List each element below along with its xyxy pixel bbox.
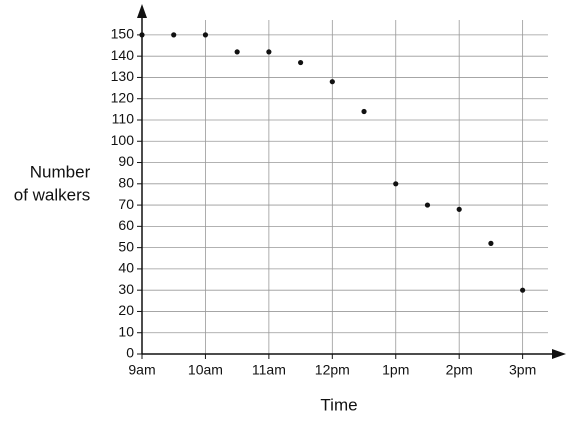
point xyxy=(234,49,240,55)
point xyxy=(520,287,526,293)
y-tick-label: 140 xyxy=(111,47,135,63)
y-tick-label: 70 xyxy=(118,196,134,212)
x-tick-label: 3pm xyxy=(509,362,536,378)
point xyxy=(456,206,462,212)
y-tick-label: 90 xyxy=(118,153,134,169)
x-tick-label: 1pm xyxy=(382,362,409,378)
y-tick-label: 80 xyxy=(118,175,134,191)
point xyxy=(266,49,272,55)
x-tick-label: 2pm xyxy=(446,362,473,378)
point xyxy=(297,59,304,66)
y-tick-label: 150 xyxy=(111,26,135,42)
point xyxy=(361,108,367,115)
x-tick-label: 9am xyxy=(128,362,155,378)
y-tick-label: 10 xyxy=(118,323,134,339)
y-tick-label: 30 xyxy=(118,281,134,297)
y-tick-label: 60 xyxy=(118,217,134,233)
point xyxy=(202,32,209,38)
y-tick-label: 0 xyxy=(126,345,134,361)
point xyxy=(139,32,145,38)
point xyxy=(171,32,177,38)
y-tick-label: 50 xyxy=(118,238,134,254)
x-axis-arrow xyxy=(552,349,566,359)
y-tick-label: 40 xyxy=(118,260,134,276)
point xyxy=(393,181,399,187)
y-tick-label: 130 xyxy=(111,68,135,84)
y-axis-label: of walkers xyxy=(14,185,91,204)
grid xyxy=(141,20,548,355)
y-tick-label: 110 xyxy=(112,111,135,127)
x-tick-label: 12pm xyxy=(315,362,350,378)
point xyxy=(329,79,335,85)
y-tick-label: 20 xyxy=(118,302,134,318)
x-axis-label: Time xyxy=(320,395,357,414)
y-axis-label: Number xyxy=(30,162,91,181)
point xyxy=(488,240,494,246)
y-tick-label: 120 xyxy=(111,89,135,105)
y-tick-label: 100 xyxy=(111,132,135,148)
x-tick-label: 11am xyxy=(252,362,286,378)
y-axis-arrow xyxy=(137,4,147,18)
x-tick-label: 10am xyxy=(188,362,223,378)
point xyxy=(424,202,431,208)
